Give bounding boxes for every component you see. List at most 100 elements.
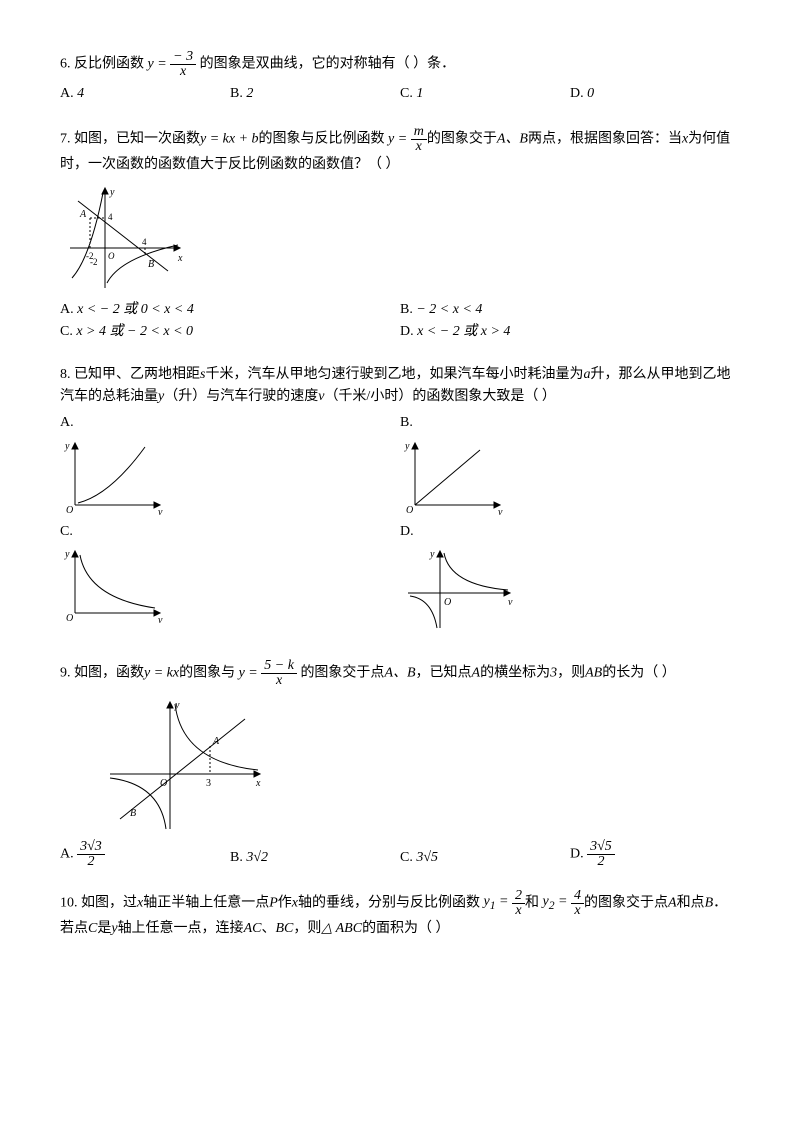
q10-t6: 和点 bbox=[677, 896, 705, 911]
q8-svg-a: y v O bbox=[60, 435, 170, 515]
q8-gb: B. y v O bbox=[400, 412, 740, 514]
q10-f1n: 2 bbox=[512, 889, 525, 904]
q9-opt-a: A. 3√3 2 bbox=[60, 840, 230, 869]
q6-opt-d: D. 0 bbox=[570, 83, 740, 105]
q10-y2: y2 = bbox=[543, 894, 568, 909]
q7-a-val: x < − 2 或 0 < x < 4 bbox=[77, 302, 194, 317]
q8d-o: O bbox=[444, 597, 451, 608]
q7-options: A. x < − 2 或 0 < x < 4 B. − 2 < x < 4 C.… bbox=[60, 299, 740, 344]
q10-f1d: x bbox=[512, 904, 525, 918]
q9-yeq: y = bbox=[239, 665, 258, 680]
question-10: 10. 如图，过x轴正半轴上任意一点P作x轴的垂线，分别与反比例函数 y1 = … bbox=[60, 889, 740, 940]
label-d: D. bbox=[570, 847, 584, 862]
q7-yeq: y = bbox=[388, 132, 407, 147]
label-a: A. bbox=[60, 847, 74, 862]
label-d: D. bbox=[570, 86, 584, 101]
q8c-o: O bbox=[66, 613, 73, 623]
q7-4x: 4 bbox=[142, 237, 147, 247]
q9-a-den: 2 bbox=[77, 855, 105, 869]
q7-pb: B bbox=[148, 259, 154, 270]
label-c: C. bbox=[400, 86, 413, 101]
q10-cc: C bbox=[88, 921, 97, 936]
q6-a-val: 4 bbox=[77, 86, 84, 101]
q8-svg-c: y v O bbox=[60, 543, 170, 623]
q6-opt-c: C. 1 bbox=[400, 83, 570, 105]
q8-ga: A. y v O bbox=[60, 412, 400, 514]
label-c: C. bbox=[60, 324, 73, 339]
q10-tri: △ ABC bbox=[321, 921, 362, 936]
q10-f1: 2 x bbox=[512, 889, 525, 918]
q10-p: P bbox=[269, 896, 278, 911]
q6-options: A. 4 B. 2 C. 1 D. 0 bbox=[60, 83, 740, 105]
q6-frac: − 3 x bbox=[170, 50, 196, 79]
q6-before: 反比例函数 bbox=[74, 57, 144, 72]
q9-t7: 的长为（ ） bbox=[602, 666, 676, 681]
q9-a-num: 3√3 bbox=[77, 840, 105, 855]
q10-t10: ，则 bbox=[293, 921, 321, 936]
q10-aa: A bbox=[668, 896, 677, 911]
q7-t1: 如图，已知一次函数 bbox=[74, 132, 200, 147]
q8-gc: C. y v O bbox=[60, 521, 400, 633]
q6-b-val: 2 bbox=[246, 86, 253, 101]
q9-opt-c: C. 3√5 bbox=[400, 847, 570, 869]
q7-d-val: x < − 2 或 x > 4 bbox=[417, 324, 510, 339]
q7-b-val: − 2 < x < 4 bbox=[416, 302, 482, 317]
q7-t3: 的图象交于 bbox=[427, 132, 497, 147]
q7-num: 7. bbox=[60, 132, 71, 147]
q7-4y: 4 bbox=[108, 212, 113, 222]
q9-bl: B bbox=[130, 808, 136, 819]
q9-pts: A、B bbox=[384, 666, 415, 681]
q7-e1: y = kx + b bbox=[200, 132, 259, 147]
q9-b-val: 3√2 bbox=[246, 850, 268, 865]
q8-t1: 已知甲、乙两地相距 bbox=[74, 367, 200, 382]
q6-opt-b: B. 2 bbox=[230, 83, 400, 105]
q7-graph: y x O A B 4 4 -2 -2 bbox=[60, 183, 740, 293]
q10-bc: BC bbox=[275, 921, 293, 936]
q10-t5: 的图象交于点 bbox=[584, 896, 668, 911]
q9-text: 9. 如图，函数y = kx的图象与 y = 5 − k x 的图象交于点A、B… bbox=[60, 659, 740, 688]
q9-xl: x bbox=[255, 778, 261, 789]
question-6: 6. 反比例函数 y = − 3 x 的图象是双曲线，它的对称轴有（ ）条． A… bbox=[60, 50, 740, 105]
q9-opt-d: D. 3√5 2 bbox=[570, 840, 740, 869]
q10-t1: 如图，过 bbox=[81, 896, 137, 911]
q7-opt-b: B. − 2 < x < 4 bbox=[400, 299, 740, 321]
q9-ab: AB bbox=[585, 666, 602, 681]
q6-yeq: y = bbox=[148, 56, 167, 71]
q9-ol: O bbox=[160, 778, 167, 789]
label-b: B. bbox=[400, 302, 413, 317]
q9-t4: ，已知点 bbox=[416, 666, 472, 681]
q6-frac-num: − 3 bbox=[170, 50, 196, 65]
q8b-o: O bbox=[406, 505, 413, 515]
q9-t2: 的图象与 bbox=[179, 666, 235, 681]
q8-svg-b: y v O bbox=[400, 435, 510, 515]
q6-d-val: 0 bbox=[587, 86, 594, 101]
question-8: 8. 已知甲、乙两地相距s千米，汽车从甲地匀速行驶到乙地，如果汽车每小时耗油量为… bbox=[60, 364, 740, 640]
q7-ylab: y bbox=[109, 187, 115, 198]
q8-lb: B. bbox=[400, 415, 413, 430]
q10-f2d: x bbox=[571, 904, 584, 918]
q9-num: 9. bbox=[60, 666, 71, 681]
q8b-v: v bbox=[498, 507, 503, 515]
q9-options: A. 3√3 2 B. 3√2 C. 3√5 D. 3√5 2 bbox=[60, 840, 740, 869]
question-9: 9. 如图，函数y = kx的图象与 y = 5 − k x 的图象交于点A、B… bbox=[60, 659, 740, 869]
q9-c-val: 3√5 bbox=[416, 850, 438, 865]
q7-xlab: x bbox=[177, 253, 183, 264]
q9-graph: y x O A B 3 bbox=[100, 694, 740, 834]
label-d: D. bbox=[400, 324, 414, 339]
q9-d-frac: 3√5 2 bbox=[587, 840, 615, 869]
q6-text: 6. 反比例函数 y = − 3 x 的图象是双曲线，它的对称轴有（ ）条． bbox=[60, 50, 740, 79]
question-7: 7. 如图，已知一次函数y = kx + b的图象与反比例函数 y = m x … bbox=[60, 125, 740, 343]
label-a: A. bbox=[60, 86, 74, 101]
q6-after: 的图象是双曲线，它的对称轴有（ ）条． bbox=[200, 57, 456, 72]
q9-3l: 3 bbox=[206, 778, 211, 789]
q10-text: 10. 如图，过x轴正半轴上任意一点P作x轴的垂线，分别与反比例函数 y1 = … bbox=[60, 889, 740, 940]
q7-t2: 的图象与反比例函数 bbox=[259, 132, 385, 147]
q7-pa: A bbox=[79, 209, 87, 220]
q9-svg: y x O A B 3 bbox=[100, 694, 270, 834]
q9-t6: ，则 bbox=[557, 666, 585, 681]
label-a: A. bbox=[60, 302, 74, 317]
q9-frac-den: x bbox=[261, 674, 297, 688]
q8b-y: y bbox=[404, 441, 410, 452]
q9-d-num: 3√5 bbox=[587, 840, 615, 855]
label-b: B. bbox=[230, 86, 243, 101]
